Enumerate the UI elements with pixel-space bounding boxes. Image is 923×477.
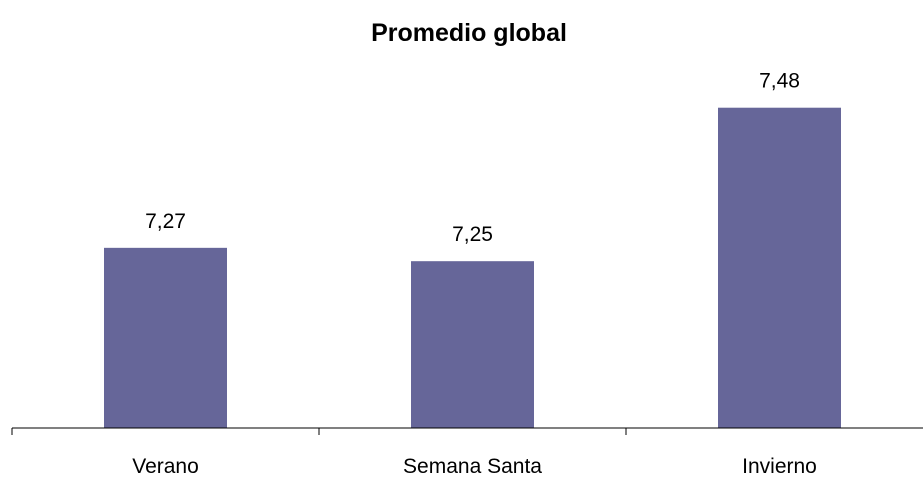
- data-label: 7,25: [452, 223, 493, 246]
- data-label: 7,48: [759, 70, 800, 93]
- bar-semana-santa: [411, 261, 534, 428]
- x-axis: Verano Semana Santa Invierno: [11, 427, 923, 477]
- bars-layer: 7,27 7,25 7,48: [104, 70, 841, 428]
- x-tick-label: Semana Santa: [403, 455, 542, 477]
- chart-title: Promedio global: [371, 19, 567, 47]
- data-label: 7,27: [145, 210, 186, 233]
- x-tick-label: Verano: [132, 455, 199, 477]
- bar-verano: [104, 247, 227, 428]
- bar-invierno: [718, 107, 841, 428]
- x-tick-label: Invierno: [742, 455, 817, 477]
